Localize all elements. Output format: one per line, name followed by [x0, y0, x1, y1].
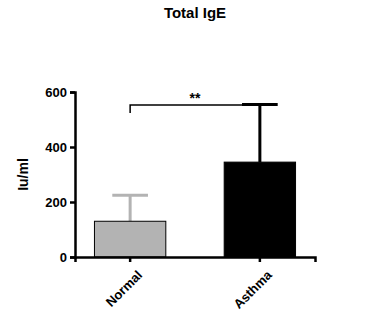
bar — [94, 221, 165, 257]
y-tick: 600 — [45, 85, 75, 100]
x-axis-line — [76, 258, 316, 263]
y-axis-line — [70, 93, 76, 258]
x-tick: Normal — [103, 257, 145, 310]
y-tick-mark — [70, 201, 75, 204]
error-bar — [242, 104, 278, 162]
x-tick: Asthma — [231, 257, 276, 312]
significance-bracket — [130, 105, 260, 113]
plot-area — [94, 104, 295, 257]
y-tick-label: 600 — [45, 85, 67, 100]
y-tick-label: 0 — [60, 250, 67, 265]
x-tick-mark — [259, 257, 262, 262]
x-axis: Normal Asthma — [76, 257, 316, 312]
title: Total IgE — [164, 4, 226, 21]
y-tick: 400 — [45, 140, 75, 155]
annotation: ** — [190, 90, 201, 106]
error-stem — [129, 195, 132, 221]
error-bar — [112, 195, 148, 221]
chart: 0 200 400 600 Normal Asthma Total IgE Iu/ml ** — [0, 0, 384, 320]
y-tick-label: 400 — [45, 140, 67, 155]
y-tick: 200 — [45, 195, 75, 210]
x-tick-label: Asthma — [231, 267, 276, 312]
x-tick-mark — [129, 257, 132, 262]
bars — [94, 162, 295, 257]
y-axis: 0 200 400 600 — [45, 85, 75, 265]
y-tick-mark — [70, 146, 75, 149]
bar — [224, 162, 295, 257]
error-stem — [258, 104, 261, 162]
y-axis-title: Iu/ml — [15, 158, 31, 191]
y-tick-mark — [70, 91, 75, 94]
y-tick-label: 200 — [45, 195, 67, 210]
y-tick: 0 — [60, 250, 75, 265]
x-tick-label: Normal — [103, 267, 145, 309]
error-cap — [112, 194, 148, 197]
